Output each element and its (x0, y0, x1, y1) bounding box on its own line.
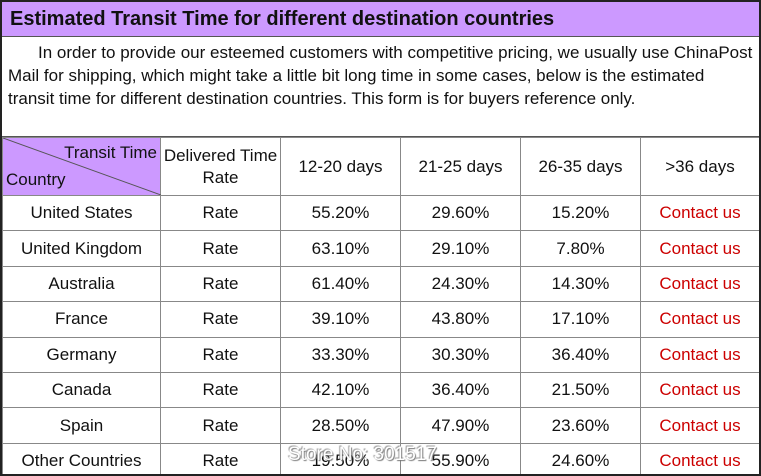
rate-cell: 29.10% (400, 230, 521, 267)
header-row: Transit Time Country Delivered Time Rate 12… (2, 137, 759, 196)
contact-cell: Contact us (640, 442, 759, 474)
title: Estimated Transit Time for different des… (2, 2, 759, 37)
rate-cell: 24.30% (400, 265, 521, 303)
rate-cell: 29.60% (400, 194, 521, 232)
rate-cell: 30.30% (400, 336, 521, 373)
rate-cell: 23.60% (520, 407, 641, 444)
rate-cell: 36.40% (520, 336, 641, 373)
country-cell: United States (2, 194, 161, 232)
contact-cell: Contact us (640, 194, 759, 232)
intro: In order to provide our esteemed custome… (2, 37, 759, 137)
transit-table: Transit Time Country Delivered Time Rate 12… (2, 137, 759, 474)
rate-cell: 55.90% (400, 442, 521, 474)
rate-cell: Rate (160, 230, 281, 267)
table-row: United States Rate 55.20% 29.60% 15.20% Conta… (2, 194, 759, 232)
rate-cell: 47.90% (400, 407, 521, 444)
contact-cell: Contact us (640, 301, 759, 338)
rate-cell: 55.20% (280, 194, 401, 232)
rate-cell: 36.40% (400, 371, 521, 409)
rate-cell: 28.50% (280, 407, 401, 444)
country-cell: Canada (2, 371, 161, 409)
corner-cell: Transit Time Country (2, 137, 161, 196)
table-row: France Rate 39.10% 43.80% 17.10% Contact us (2, 301, 759, 338)
rate-cell: 17.10% (520, 301, 641, 338)
contact-cell: Contact us (640, 371, 759, 409)
rate-cell: 15.20% (520, 194, 641, 232)
rate-cell: 7.80% (520, 230, 641, 267)
table-row: Canada Rate 42.10% 36.40% 21.50% Contact us (2, 371, 759, 409)
country-cell: Spain (2, 407, 161, 444)
table-row: Germany Rate 33.30% 30.30% 36.40% Contact us (2, 336, 759, 373)
contact-cell: Contact us (640, 265, 759, 303)
country-cell: France (2, 301, 161, 338)
rate-cell: Rate (160, 336, 281, 373)
country-cell: Other Countries (2, 442, 161, 474)
contact-cell: Contact us (640, 336, 759, 373)
rate-cell: 21.50% (520, 371, 641, 409)
header-cell: >36 days (640, 137, 759, 196)
rate-cell: 63.10% (280, 230, 401, 267)
rate-cell: 42.10% (280, 371, 401, 409)
rate-cell: Rate (160, 265, 281, 303)
rate-cell: 43.80% (400, 301, 521, 338)
rate-cell: 33.30% (280, 336, 401, 373)
rate-cell: Rate (160, 407, 281, 444)
rate-cell: Rate (160, 371, 281, 409)
corner-top: Transit Time (64, 143, 157, 162)
rate-cell: 19.50% (280, 442, 401, 474)
rate-cell: 39.10% (280, 301, 401, 338)
country-cell: Australia (2, 265, 161, 303)
header-cell: 12-20 days (280, 137, 401, 196)
table-row: Other Countries Rate 19.50% 55.90% 24.60% Con… (2, 442, 759, 474)
table-row: Australia Rate 61.40% 24.30% 14.30% Contact u… (2, 265, 759, 303)
rate-cell: Rate (160, 301, 281, 338)
header-cell: 26-35 days (520, 137, 641, 196)
rate-cell: Rate (160, 194, 281, 232)
rate-cell: 24.60% (520, 442, 641, 474)
country-cell: Germany (2, 336, 161, 373)
country-cell: United Kingdom (2, 230, 161, 267)
contact-cell: Contact us (640, 230, 759, 267)
rate-cell: 61.40% (280, 265, 401, 303)
header-cell: Delivered Time Rate (160, 137, 281, 196)
rate-cell: 14.30% (520, 265, 641, 303)
contact-cell: Contact us (640, 407, 759, 444)
diagonal (3, 138, 161, 195)
table-row: United Kingdom Rate 63.10% 29.10% 7.80% Conta… (2, 230, 759, 267)
corner-bottom: Country (6, 170, 66, 189)
table-row: Spain Rate 28.50% 47.90% 23.60% Contact us (2, 407, 759, 444)
watermark: Store No: 301517 (288, 444, 437, 465)
header-cell: 21-25 days (400, 137, 521, 196)
rate-cell: Rate (160, 442, 281, 474)
